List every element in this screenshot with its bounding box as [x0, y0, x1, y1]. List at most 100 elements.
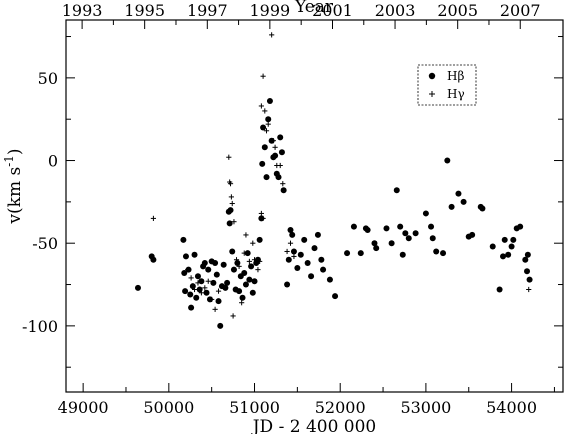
hgamma-point: [202, 285, 208, 291]
series-hbeta: [134, 98, 533, 329]
hbeta-point: [236, 288, 243, 295]
top-axis-label: Year: [294, 0, 334, 17]
hgamma-point: [229, 200, 235, 207]
hbeta-point: [182, 288, 189, 295]
x-tick-label: 53000: [400, 398, 451, 417]
hbeta-point: [469, 231, 476, 238]
hbeta-point: [287, 226, 294, 233]
hbeta-point: [263, 174, 270, 181]
hbeta-point: [191, 251, 198, 258]
hbeta-point: [460, 198, 467, 205]
hbeta-point: [455, 190, 462, 197]
hgamma-point: [243, 232, 249, 238]
hbeta-point: [244, 250, 251, 257]
hbeta-point: [524, 268, 531, 275]
hbeta-point: [182, 253, 189, 260]
hgamma-point: [236, 263, 242, 269]
hbeta-point: [227, 207, 234, 214]
hgamma-point: [205, 278, 211, 284]
x-axis-label: JD - 2 400 000: [251, 417, 377, 434]
hbeta-point: [284, 281, 291, 288]
x-tick-label: 49000: [58, 398, 109, 417]
hbeta-point: [277, 134, 284, 141]
hbeta-point: [479, 205, 486, 212]
hgamma-point: [233, 257, 240, 263]
y-tick-label: -50: [32, 234, 58, 253]
hbeta-point: [265, 116, 272, 123]
hbeta-point: [289, 231, 296, 238]
hbeta-point: [526, 276, 533, 283]
top-tick-label: 2005: [437, 1, 478, 20]
hbeta-point: [229, 248, 236, 255]
hbeta-point: [241, 269, 248, 276]
hbeta-point: [388, 240, 395, 247]
top-tick-label: 2003: [375, 1, 416, 20]
hbeta-point: [500, 253, 507, 260]
legend-box: [417, 64, 477, 106]
top-tick-label: 1993: [62, 1, 103, 20]
hbeta-point: [150, 256, 157, 263]
x-tick-label: 50000: [143, 398, 194, 417]
hbeta-point: [318, 256, 325, 263]
hbeta-point: [222, 284, 229, 291]
hgamma-point: [250, 240, 256, 246]
hgamma-point: [231, 219, 237, 225]
hbeta-point: [501, 236, 508, 243]
hbeta-point: [364, 226, 371, 233]
hgamma-point: [239, 300, 245, 306]
hgamma-point: [260, 73, 266, 79]
hbeta-point: [304, 260, 311, 267]
plot-frame: [65, 19, 564, 393]
hgamma-point: [277, 162, 283, 169]
hgamma-point: [188, 275, 194, 281]
hbeta-point: [522, 256, 529, 263]
hbeta-point: [215, 298, 222, 305]
y-tick-label: -100: [22, 317, 58, 336]
legend-hbeta-marker: [428, 72, 436, 80]
hbeta-point: [201, 260, 208, 267]
hbeta-point: [373, 245, 380, 252]
hbeta-point: [383, 225, 390, 232]
hbeta-point: [205, 266, 212, 273]
hbeta-point: [440, 250, 447, 257]
hbeta-point: [314, 231, 321, 238]
hbeta-point: [251, 278, 258, 285]
hgamma-point: [241, 250, 247, 256]
y-tick-label: 0: [48, 152, 58, 171]
hbeta-point: [203, 289, 210, 296]
hbeta-point: [285, 256, 292, 263]
hbeta-point: [210, 279, 217, 286]
hgamma-point: [280, 181, 286, 187]
hbeta-point: [332, 293, 339, 300]
hbeta-point: [444, 157, 451, 164]
hgamma-point: [526, 286, 532, 293]
hgamma-point: [257, 258, 263, 264]
hbeta-point: [412, 230, 419, 237]
x-tick-label: 54000: [486, 398, 537, 417]
x-tick-label: 51000: [229, 398, 280, 417]
hbeta-point: [510, 236, 517, 243]
hgamma-point: [227, 181, 234, 187]
hbeta-point: [422, 210, 429, 217]
hbeta-point: [489, 243, 496, 250]
hbeta-point: [220, 261, 227, 268]
hbeta-point: [180, 236, 187, 243]
hgamma-point: [150, 215, 157, 221]
y-axis-label: v(km s-1): [2, 148, 25, 224]
hbeta-point: [261, 144, 268, 151]
hbeta-point: [272, 152, 279, 159]
hgamma-point: [260, 215, 266, 221]
hbeta-point: [213, 271, 220, 278]
hgamma-point: [272, 144, 278, 150]
hgamma-point: [269, 32, 275, 38]
hbeta-point: [429, 235, 436, 242]
hbeta-point: [524, 251, 531, 258]
hgamma-point: [246, 258, 252, 264]
legend-hgamma-label: Hγ: [447, 87, 465, 101]
top-tick-label: 1995: [124, 1, 165, 20]
hgamma-point: [287, 240, 294, 246]
hbeta-point: [448, 203, 455, 210]
hbeta-point: [517, 223, 524, 230]
hbeta-point: [280, 187, 287, 194]
